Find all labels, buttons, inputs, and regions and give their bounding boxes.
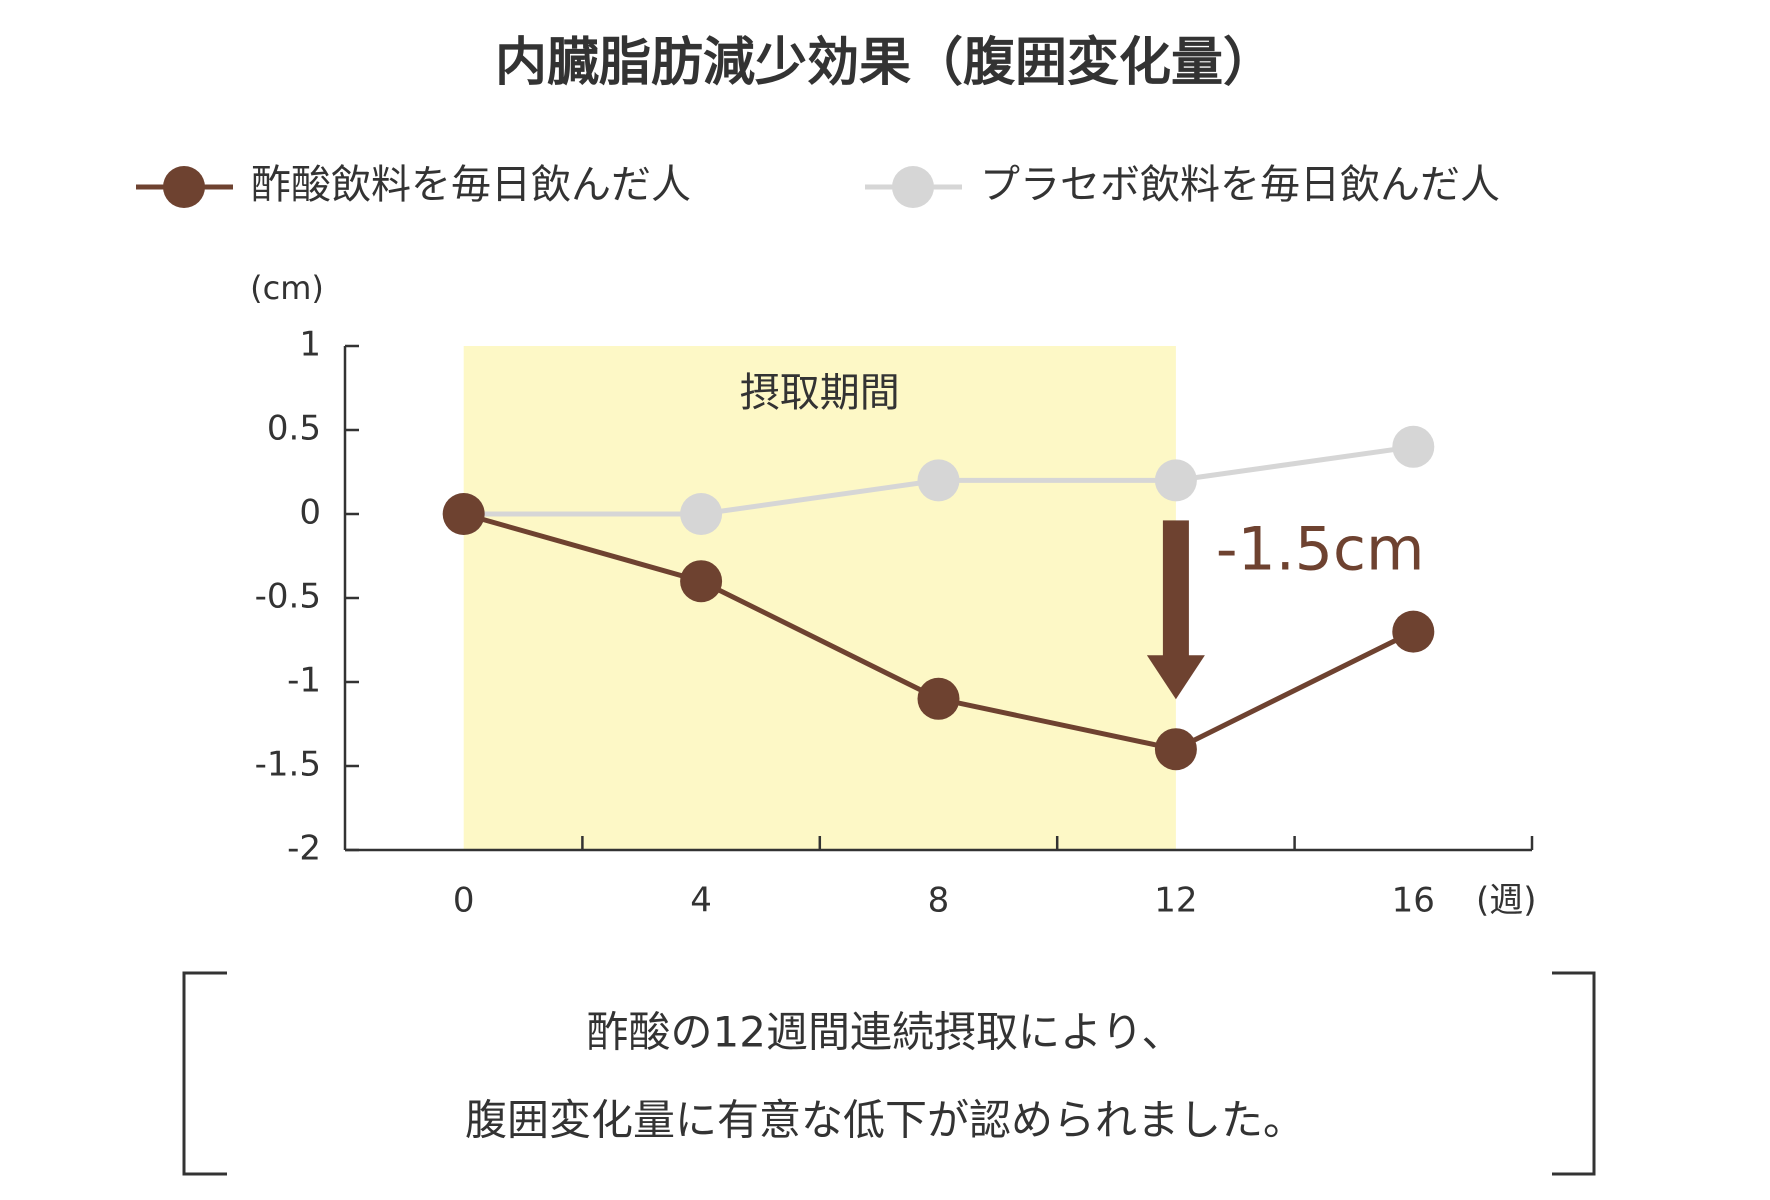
x-axis-unit: (週) xyxy=(1476,881,1537,921)
conclusion-line: 腹囲変化量に有意な低下が認められました。 xyxy=(465,1096,1305,1145)
data-point xyxy=(1154,459,1197,502)
y-tick-label: -1 xyxy=(287,661,321,701)
annotation-arrow-head xyxy=(1146,655,1205,700)
background-layer: 摂取期間 xyxy=(463,346,1176,850)
y-tick-label: -0.5 xyxy=(255,577,321,617)
x-tick-label: 4 xyxy=(690,881,712,921)
data-point xyxy=(1392,425,1435,468)
annotation-label: -1.5cm xyxy=(1216,515,1425,585)
data-point xyxy=(1154,728,1197,771)
legend-marker xyxy=(892,166,934,208)
y-tick-label: 0.5 xyxy=(267,409,321,449)
shaded-period xyxy=(463,346,1176,850)
shaded-period-label: 摂取期間 xyxy=(740,370,900,416)
chart-title: 内臓脂肪減少効果（腹囲変化量） xyxy=(495,33,1275,93)
x-tick-label: 12 xyxy=(1154,881,1197,921)
bracket-left xyxy=(182,971,227,1176)
data-point xyxy=(1392,610,1435,653)
data-point xyxy=(917,677,960,720)
y-axis-unit: (cm) xyxy=(250,269,324,307)
y-tick-label: -1.5 xyxy=(255,745,321,785)
x-tick-label: 0 xyxy=(453,881,475,921)
data-point xyxy=(917,459,960,502)
conclusion-line: 酢酸の12週間連続摂取により、 xyxy=(587,1008,1184,1057)
y-tick-label: 0 xyxy=(299,493,321,533)
bracket-right xyxy=(1552,971,1596,1176)
legend-label: 酢酸飲料を毎日飲んだ人 xyxy=(251,162,691,208)
legend-marker xyxy=(163,166,205,208)
y-tick-label: -2 xyxy=(287,829,321,869)
data-point xyxy=(680,560,723,603)
annotation-arrow-shaft xyxy=(1162,520,1189,658)
x-tick-label: 16 xyxy=(1392,881,1435,921)
y-tick-label: 1 xyxy=(299,325,321,365)
x-tick-label: 8 xyxy=(928,881,950,921)
data-point xyxy=(442,493,485,535)
data-point xyxy=(680,493,723,535)
legend-label: プラセボ飲料を毎日飲んだ人 xyxy=(980,162,1500,208)
